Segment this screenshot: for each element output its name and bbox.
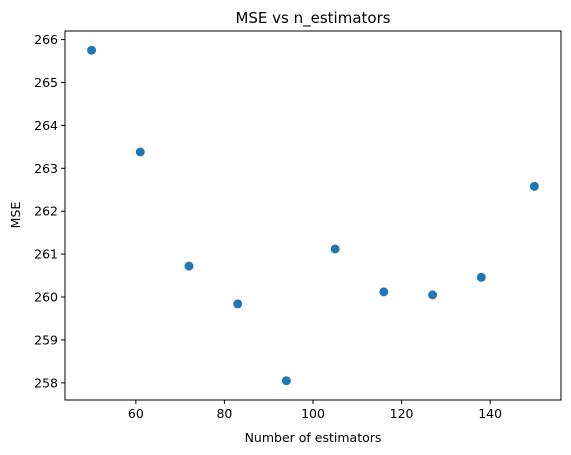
x-tick-label: 100 bbox=[301, 406, 325, 421]
data-point bbox=[184, 261, 194, 271]
plot-area: 60 80 100 120 140 258 259 260 261 262 263 264 265 26… bbox=[34, 30, 562, 421]
x-axis: 60 80 100 120 140 bbox=[128, 400, 502, 421]
x-tick-label: 60 bbox=[128, 406, 144, 421]
data-point bbox=[379, 287, 389, 297]
data-point bbox=[281, 376, 291, 386]
data-point bbox=[330, 244, 340, 254]
x-tick-label: 120 bbox=[390, 406, 414, 421]
data-point bbox=[476, 272, 486, 282]
data-point bbox=[87, 45, 97, 55]
y-tick-label: 258 bbox=[34, 375, 58, 390]
data-point bbox=[428, 290, 438, 300]
y-axis: 258 259 260 261 262 263 264 265 266 bbox=[34, 32, 65, 390]
y-tick-label: 266 bbox=[34, 32, 58, 47]
x-tick-label: 80 bbox=[216, 406, 232, 421]
y-tick-label: 261 bbox=[34, 247, 58, 262]
y-tick-label: 263 bbox=[34, 161, 58, 176]
x-axis-label: Number of estimators bbox=[245, 430, 382, 445]
chart-title: MSE vs n_estimators bbox=[235, 9, 390, 28]
data-points bbox=[87, 45, 539, 386]
data-point bbox=[529, 181, 539, 191]
x-tick-label: 140 bbox=[478, 406, 502, 421]
y-tick-label: 264 bbox=[34, 118, 58, 133]
data-point bbox=[233, 299, 243, 309]
y-tick-label: 260 bbox=[34, 290, 58, 305]
y-tick-label: 265 bbox=[34, 75, 58, 90]
y-axis-label: MSE bbox=[8, 202, 23, 229]
y-tick-label: 259 bbox=[34, 332, 58, 347]
y-tick-label: 262 bbox=[34, 204, 58, 219]
plot-frame bbox=[64, 30, 562, 401]
data-point bbox=[135, 147, 145, 157]
